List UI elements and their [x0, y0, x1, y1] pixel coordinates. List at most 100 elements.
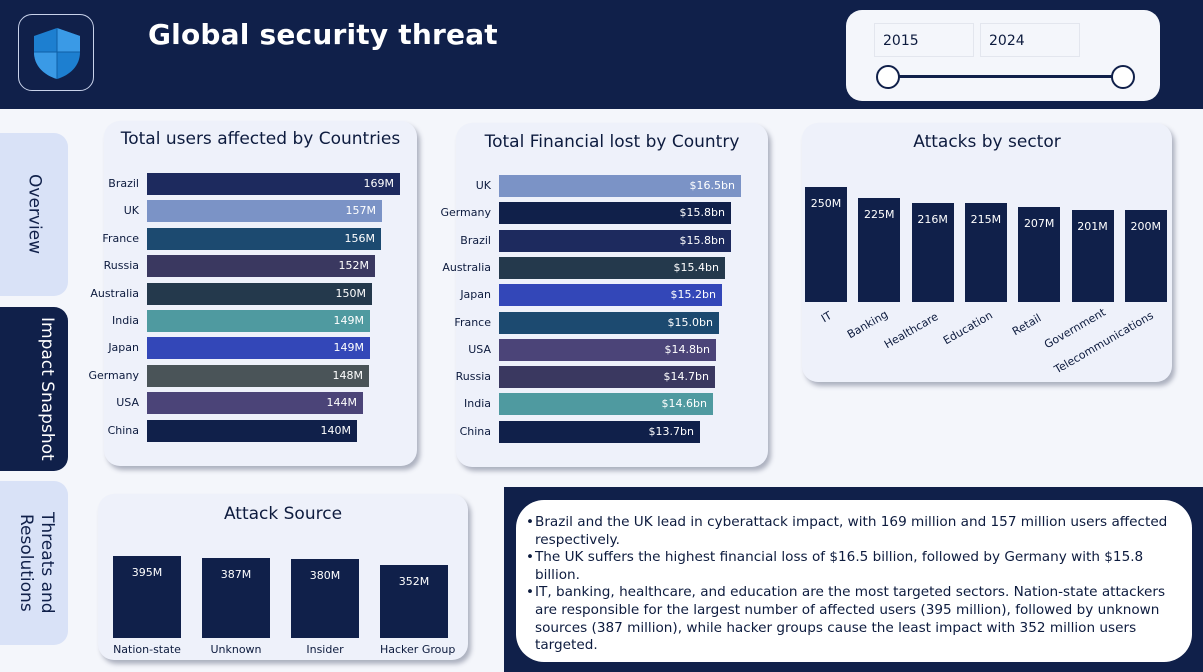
bar[interactable] [147, 419, 357, 442]
bar[interactable]: 395M [113, 556, 181, 638]
bar[interactable]: 352M [380, 565, 448, 638]
data-label: $16.5bn [689, 179, 735, 192]
bar[interactable] [499, 311, 719, 334]
data-label: 200M [1130, 220, 1162, 233]
bar[interactable] [147, 255, 375, 278]
data-label: $14.6bn [661, 397, 707, 411]
insight-item: The UK suffers the highest financial los… [526, 549, 1180, 584]
end-year-input[interactable]: 2024 [980, 23, 1080, 57]
users-by-country-plot: Brazil 169M UK 157M France 156M Russia 152M Aust… [88, 173, 400, 445]
bar[interactable] [499, 284, 722, 307]
bar[interactable]: 380M [291, 559, 359, 638]
bar-row: Japan $15.2bn [460, 284, 741, 307]
start-year-input[interactable]: 2015 [874, 23, 974, 57]
category-label: Brazil [460, 233, 491, 247]
bar-row: India 149M [112, 310, 400, 332]
bar[interactable]: 225M [858, 198, 901, 302]
bar[interactable] [499, 229, 731, 252]
category-label: France [102, 231, 139, 245]
nav-threats-resolutions[interactable]: Threats and Resolutions [0, 481, 68, 645]
page-title: Global security threat [148, 18, 498, 51]
data-label: $15.2bn [670, 288, 716, 302]
data-label: 380M [309, 569, 341, 582]
attack-source-plot: 395M Nation-state 387M Unknown 380M Insider 35… [113, 556, 463, 656]
insight-item: IT, banking, healthcare, and education a… [526, 584, 1180, 654]
data-label: 169M [363, 177, 395, 190]
category-label: India [112, 314, 139, 327]
bar[interactable] [147, 282, 372, 305]
bar[interactable] [147, 227, 381, 250]
data-label: 250M [810, 197, 842, 210]
insights-panel: Brazil and the UK lead in cyberattack im… [516, 500, 1192, 662]
bar-row: Russia 152M [104, 255, 400, 278]
bar[interactable] [499, 420, 700, 443]
category-label: USA [116, 396, 139, 410]
bar[interactable]: 250M [805, 187, 847, 302]
bar-row: USA 144M [116, 392, 400, 415]
bar[interactable]: 201M [1071, 210, 1114, 302]
start-year-handle[interactable] [876, 65, 900, 89]
bar[interactable] [147, 337, 370, 360]
category-label: Insider [306, 643, 344, 656]
nav-impact-snapshot-label: Impact Snapshot [37, 317, 57, 461]
nav-overview-label: Overview [24, 174, 45, 255]
bar[interactable] [499, 175, 741, 197]
nav-impact-snapshot[interactable]: Impact Snapshot [0, 307, 68, 471]
category-label: Japan [108, 341, 139, 355]
data-label: $13.7bn [648, 424, 694, 438]
chart-title: Total users affected by Countries [120, 129, 401, 149]
category-label: UK [123, 204, 139, 218]
users-by-country-card: Total users affected by Countries Brazil… [88, 121, 417, 466]
nav-threats-resolutions-label: Threats and Resolutions [16, 512, 57, 614]
bar[interactable] [499, 366, 715, 389]
chart-title: Attack Source [223, 504, 343, 524]
bar-row: India $14.6bn [464, 393, 741, 416]
data-label: $15.8bn [679, 206, 725, 220]
bar[interactable]: 200M [1124, 210, 1167, 302]
bar-row: Brazil 169M [108, 173, 400, 195]
year-range-slicer[interactable]: 2015 2024 [846, 10, 1160, 101]
data-label: 148M [332, 368, 364, 382]
data-label: 152M [338, 259, 370, 273]
bar-row: Russia $14.7bn [456, 366, 741, 389]
category-label: China [107, 423, 139, 437]
data-label: 156M [344, 231, 376, 245]
attacks-by-sector-card: Attacks by sector 250M IT 225M Banking 216M H… [802, 123, 1172, 382]
bar[interactable] [147, 310, 370, 332]
category-label: Education [940, 308, 995, 348]
data-label: 395M [131, 566, 163, 579]
data-label: $15.0bn [667, 315, 713, 329]
bar[interactable] [147, 200, 382, 223]
bar[interactable]: 387M [202, 558, 270, 638]
bar[interactable] [499, 338, 716, 361]
bar-row: UK 157M [124, 200, 400, 223]
bar[interactable]: 216M [911, 203, 954, 302]
category-label: Unknown [210, 643, 262, 656]
attack-source-card: Attack Source 395M Nation-state 387M Unknow… [98, 494, 468, 660]
category-label: Brazil [108, 177, 139, 190]
data-label: $15.8bn [679, 233, 725, 247]
bar[interactable]: 215M [964, 203, 1007, 302]
bar[interactable] [147, 173, 400, 195]
category-label: Healthcare [882, 309, 941, 351]
data-label: 201M [1077, 220, 1108, 233]
bar[interactable] [499, 256, 725, 279]
chart-title: Total Financial lost by Country [484, 132, 740, 152]
bar-row: China $13.7bn [460, 420, 741, 443]
bar[interactable] [499, 393, 713, 416]
slider-track[interactable] [888, 75, 1124, 78]
bar[interactable] [147, 392, 363, 415]
category-label: Germany [88, 368, 139, 382]
category-label: China [459, 424, 491, 438]
bar[interactable]: 207M [1018, 207, 1061, 302]
bar-row: Germany $15.8bn [440, 202, 741, 225]
data-label: 225M [864, 208, 895, 221]
data-label: 352M [398, 575, 430, 588]
data-label: 149M [333, 314, 365, 327]
shield-icon [34, 28, 80, 79]
bar[interactable] [147, 364, 369, 387]
end-year-handle[interactable] [1111, 65, 1135, 89]
nav-overview[interactable]: Overview [0, 133, 68, 296]
bar[interactable] [499, 202, 731, 225]
bar-row: Germany 148M [88, 364, 400, 387]
